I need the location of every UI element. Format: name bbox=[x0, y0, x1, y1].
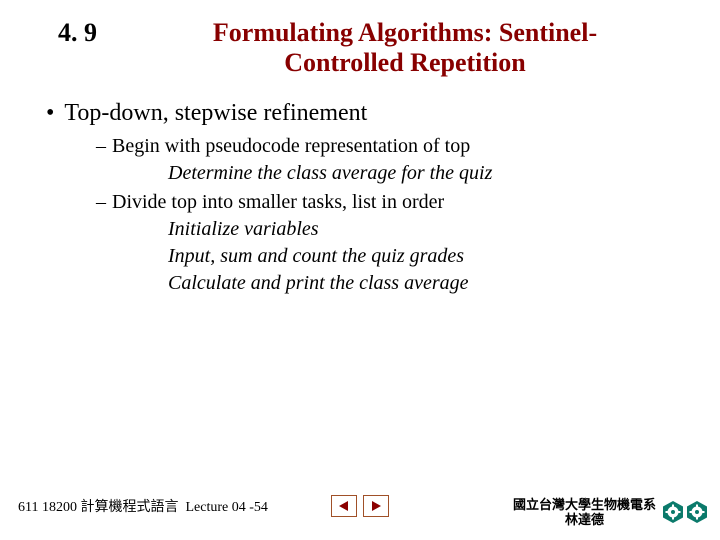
footer-nav bbox=[331, 495, 389, 517]
affiliation-line-1: 國立台灣大學生物機電系 bbox=[513, 497, 656, 513]
affiliation: 國立台灣大學生物機電系 林達德 bbox=[513, 497, 656, 528]
bullet-level-1: • Top-down, stepwise refinement bbox=[46, 100, 680, 127]
gear-icon bbox=[662, 500, 684, 524]
title-line-1: Formulating Algorithms: Sentinel- bbox=[213, 18, 597, 47]
affiliation-line-2: 林達德 bbox=[513, 512, 656, 528]
bullet-level-3: Determine the class average for the quiz bbox=[168, 160, 680, 187]
course-code: 611 18200 bbox=[18, 500, 77, 515]
triangle-left-icon bbox=[338, 500, 350, 512]
bullet-level-3: Input, sum and count the quiz grades bbox=[168, 243, 680, 270]
lvl1-text: Top-down, stepwise refinement bbox=[64, 100, 367, 126]
slide-footer: 611 18200 計算機程式語言 Lecture 04 -54 國立台灣大學生… bbox=[0, 486, 720, 526]
prev-button[interactable] bbox=[331, 495, 357, 517]
footer-right: 國立台灣大學生物機電系 林達德 bbox=[513, 497, 708, 528]
triangle-right-icon bbox=[370, 500, 382, 512]
lecture-label: Lecture 04 -54 bbox=[185, 500, 267, 515]
footer-left: 611 18200 計算機程式語言 Lecture 04 -54 bbox=[0, 496, 268, 516]
lvl2-text: Divide top into smaller tasks, list in o… bbox=[112, 191, 444, 213]
title-line-2: Controlled Repetition bbox=[284, 48, 525, 77]
bullet-level-3: Calculate and print the class average bbox=[168, 270, 680, 297]
slide-body: •Top-down, stepwise refinement –Begin wi… bbox=[0, 78, 720, 297]
section-number: 4. 9 bbox=[58, 18, 130, 48]
next-button[interactable] bbox=[363, 495, 389, 517]
logo-gears bbox=[662, 500, 708, 524]
slide-title: Formulating Algorithms: Sentinel- Contro… bbox=[130, 18, 680, 78]
bullet-dot-icon: • bbox=[46, 100, 54, 126]
course-name: 計算機程式語言 bbox=[80, 500, 178, 515]
dash-icon: – bbox=[96, 191, 106, 213]
lvl2-text: Begin with pseudocode representation of … bbox=[112, 135, 470, 157]
dash-icon: – bbox=[96, 135, 106, 157]
bullet-level-2: –Divide top into smaller tasks, list in … bbox=[96, 191, 680, 214]
gear-icon bbox=[686, 500, 708, 524]
bullet-level-2: –Begin with pseudocode representation of… bbox=[96, 135, 680, 158]
bullet-level-3: Initialize variables bbox=[168, 216, 680, 243]
